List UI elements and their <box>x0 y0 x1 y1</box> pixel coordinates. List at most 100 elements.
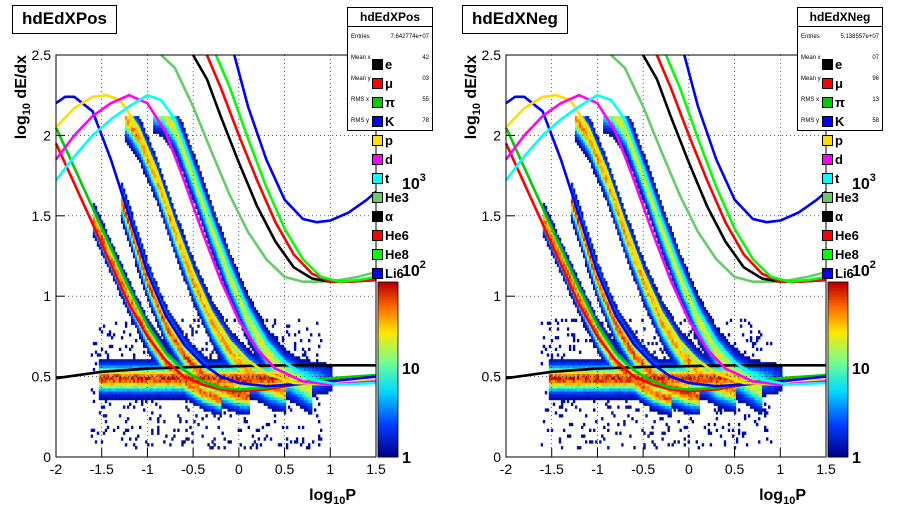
y-tick-label: 2.5 <box>32 47 52 63</box>
density-cell <box>233 399 236 404</box>
density-cell <box>145 344 148 349</box>
density-cell <box>265 422 269 427</box>
density-cell <box>108 237 112 241</box>
density-cell <box>145 260 148 265</box>
density-cell <box>223 257 226 262</box>
density-cell <box>141 266 144 270</box>
density-cell <box>147 443 150 447</box>
density-cell <box>320 370 323 375</box>
density-cell <box>161 388 164 392</box>
density-cell <box>157 315 160 320</box>
density-cell <box>135 304 138 308</box>
density-cell <box>233 292 236 296</box>
density-cell <box>161 391 164 395</box>
density-cell <box>151 289 154 294</box>
density-cell <box>203 220 206 224</box>
density-cell <box>231 266 234 270</box>
density-cell <box>225 370 228 375</box>
density-cell <box>167 379 170 383</box>
density-cell <box>253 333 257 337</box>
density-cell <box>203 208 206 212</box>
density-cell <box>304 402 307 406</box>
density-cell <box>129 211 132 215</box>
density-cell <box>139 315 142 320</box>
density-cell <box>281 347 285 351</box>
density-cell <box>161 301 164 305</box>
density-cell <box>92 231 96 236</box>
density-cell <box>179 420 182 424</box>
density-cell <box>114 391 118 395</box>
density-cell <box>147 330 150 334</box>
density-cell <box>189 382 192 386</box>
density-cell <box>217 417 220 421</box>
density-cell <box>131 124 134 129</box>
density-cell <box>275 339 279 343</box>
density-cell <box>96 240 100 244</box>
density-cell <box>289 356 293 360</box>
density-cell <box>233 333 236 337</box>
density-cell <box>211 396 214 401</box>
density-cell <box>546 226 550 230</box>
density-cell <box>102 379 106 383</box>
density-cell <box>245 336 248 340</box>
density-cell <box>175 333 178 337</box>
density-cell <box>149 168 152 172</box>
density-cell <box>213 394 216 398</box>
density-cell <box>273 408 277 412</box>
density-cell <box>310 402 313 406</box>
density-cell <box>548 376 552 380</box>
density-cell <box>183 353 186 357</box>
density-cell <box>550 231 554 236</box>
density-cell <box>177 153 180 157</box>
density-cell <box>217 382 220 386</box>
density-cell <box>211 214 214 218</box>
density-cell <box>185 156 188 160</box>
density-cell <box>147 289 150 294</box>
density-cell <box>185 136 188 140</box>
legend-entry: α <box>372 207 428 226</box>
density-cell <box>269 376 273 380</box>
density-cell <box>173 226 176 230</box>
density-cell <box>221 394 224 398</box>
density-cell <box>267 382 271 386</box>
density-cell <box>217 376 220 380</box>
density-cell <box>229 255 232 259</box>
legend-label: p <box>385 133 393 148</box>
density-cell <box>273 370 277 375</box>
density-cell <box>308 339 311 343</box>
density-cell <box>129 379 132 383</box>
density-cell <box>165 124 168 129</box>
density-cell <box>195 200 198 204</box>
density-cell <box>203 408 206 412</box>
density-cell <box>197 310 200 314</box>
density-cell <box>221 269 224 273</box>
density-cell <box>185 405 188 409</box>
density-cell <box>229 362 232 366</box>
density-cell <box>259 344 263 349</box>
colorbar-cell <box>378 282 398 286</box>
density-cell <box>201 318 204 322</box>
density-cell <box>100 376 104 380</box>
density-cell <box>265 434 269 438</box>
density-cell <box>257 396 261 401</box>
density-cell <box>259 373 263 377</box>
density-cell <box>273 405 277 409</box>
density-cell <box>110 344 114 349</box>
density-cell <box>221 266 224 270</box>
density-cell <box>308 365 311 369</box>
density-cell <box>143 324 146 328</box>
density-cell <box>143 281 146 285</box>
density-cell <box>145 382 148 386</box>
colorbar-tick-label: 1 <box>402 450 411 467</box>
density-cell <box>147 396 150 401</box>
density-cell <box>155 333 158 337</box>
density-cell <box>241 399 244 404</box>
density-cell <box>133 391 136 395</box>
density-cell <box>267 402 271 406</box>
density-cell <box>203 226 206 230</box>
density-cell <box>544 408 548 412</box>
density-cell <box>213 411 216 415</box>
density-cell <box>129 205 132 210</box>
density-cell <box>153 353 156 357</box>
density-cell <box>318 437 321 441</box>
